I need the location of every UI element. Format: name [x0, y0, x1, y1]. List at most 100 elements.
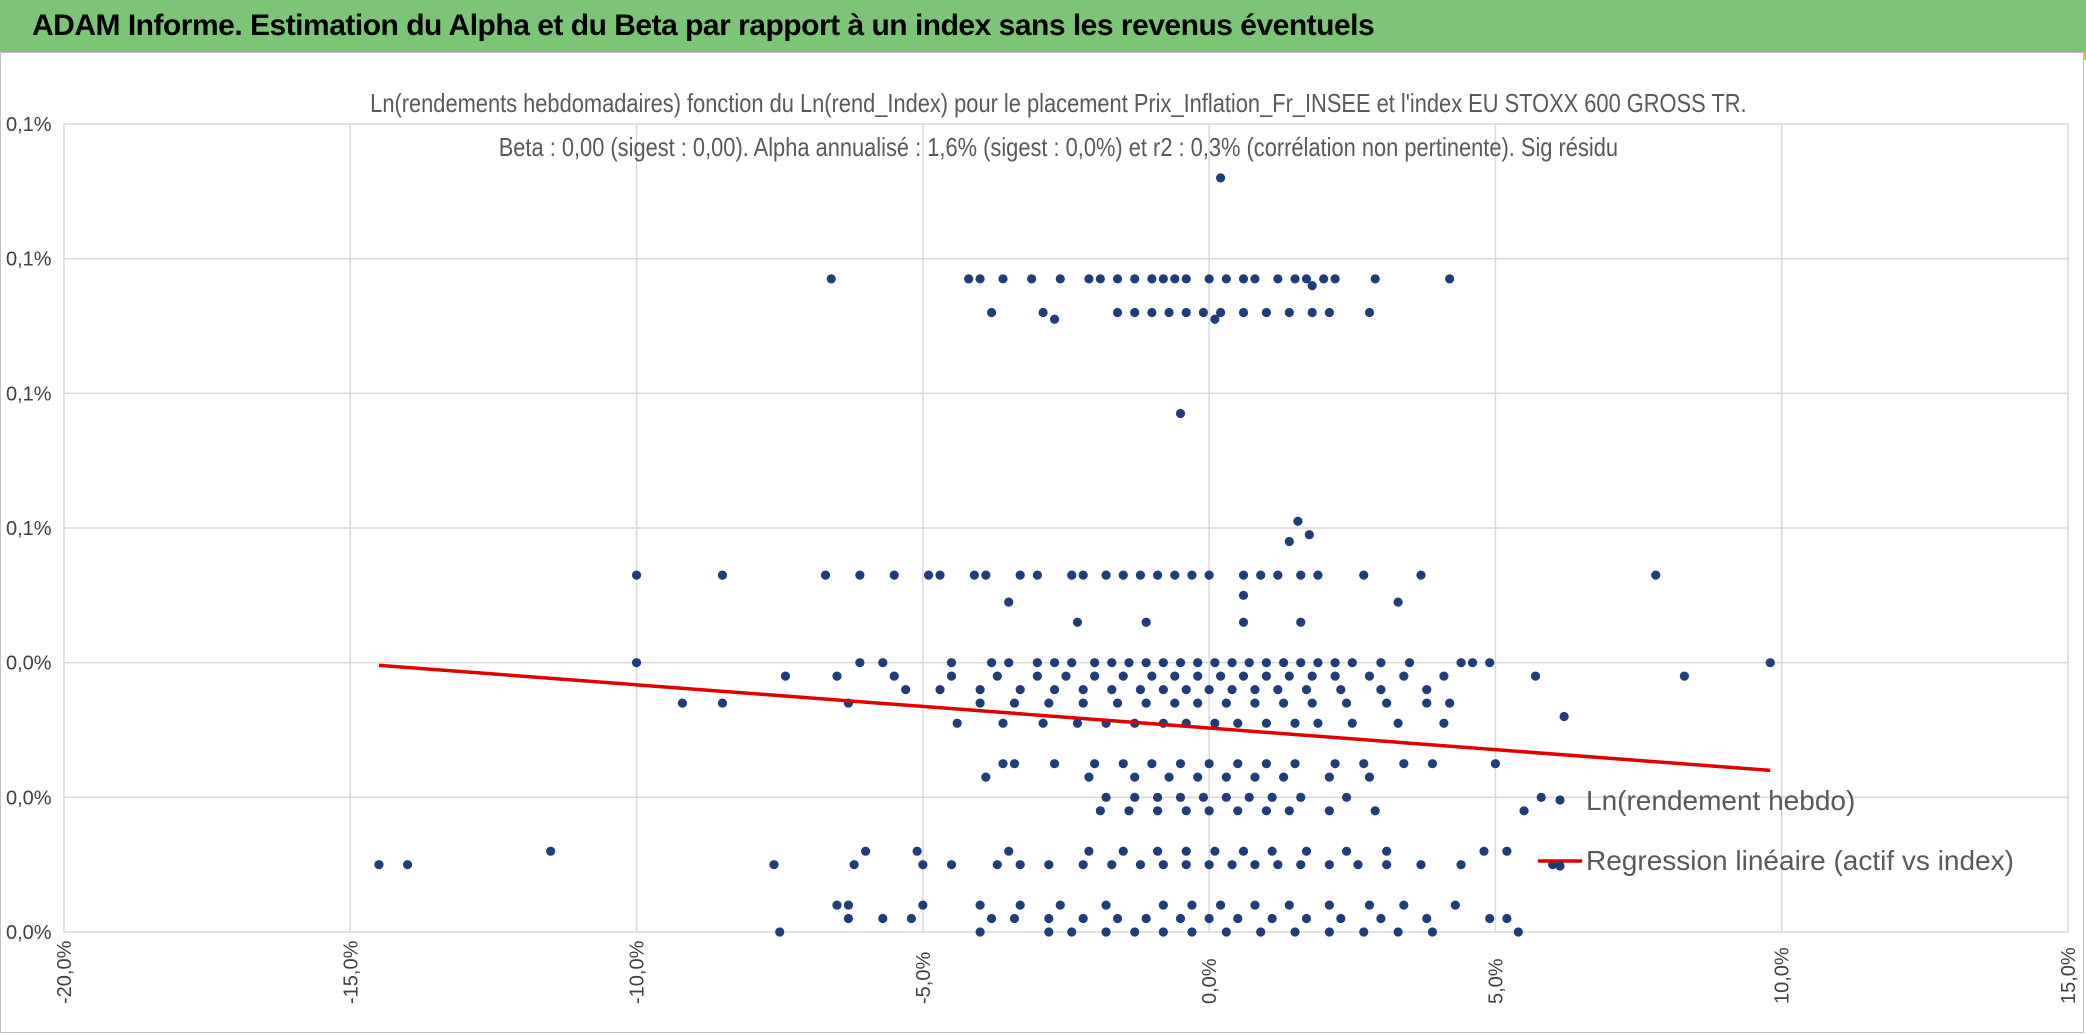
chart-area: [0, 52, 2084, 1033]
data-point: [975, 927, 985, 937]
data-point: [1193, 772, 1203, 782]
data-point: [1130, 792, 1140, 802]
data-point: [1341, 698, 1352, 708]
data-point: [1147, 671, 1157, 681]
data-point: [1238, 570, 1249, 580]
data-point: [1175, 658, 1186, 668]
data-point: [1353, 860, 1363, 870]
data-point: [1284, 806, 1294, 816]
data-point: [717, 698, 728, 708]
data-point: [1304, 530, 1314, 540]
data-point: [1324, 927, 1334, 937]
data-point: [1153, 806, 1163, 816]
data-point: [1250, 698, 1260, 708]
data-point: [1399, 759, 1409, 769]
data-point: [1038, 718, 1048, 728]
data-point: [1158, 900, 1168, 910]
data-point: [1261, 806, 1271, 816]
data-point: [631, 570, 642, 580]
data-point: [1078, 913, 1088, 924]
data-point: [1130, 274, 1140, 284]
data-point: [1124, 658, 1134, 668]
data-point: [1267, 792, 1277, 802]
data-point: [1238, 590, 1249, 600]
x-tick-label: 0,0%: [1199, 958, 1221, 1004]
data-point: [546, 846, 556, 856]
data-point: [1027, 274, 1037, 284]
data-point: [1158, 274, 1168, 284]
data-point: [1095, 274, 1105, 284]
data-point: [1135, 570, 1146, 580]
data-point: [1313, 718, 1323, 728]
data-point: [1032, 671, 1042, 681]
data-point: [1032, 570, 1042, 580]
data-point: [1238, 617, 1249, 627]
data-point: [1198, 307, 1209, 318]
data-point: [1187, 570, 1197, 580]
data-point: [1107, 685, 1117, 695]
data-point: [1170, 570, 1180, 580]
data-point: [918, 860, 928, 870]
data-point: [1456, 658, 1466, 668]
data-point: [1278, 658, 1289, 668]
data-point: [1244, 792, 1254, 802]
data-point: [1198, 792, 1209, 802]
data-point: [1347, 658, 1357, 668]
data-point: [1181, 846, 1191, 856]
y-tick-label: 0,1%: [6, 518, 52, 540]
data-point: [1004, 597, 1014, 607]
data-point: [1032, 658, 1042, 668]
data-point: [1090, 759, 1100, 769]
data-point: [775, 927, 785, 937]
data-point: [1221, 792, 1231, 802]
data-point: [1141, 698, 1151, 708]
data-point: [1341, 846, 1352, 856]
data-point: [1153, 570, 1163, 580]
data-point: [1479, 846, 1489, 856]
data-point: [1130, 772, 1140, 782]
data-point: [1364, 307, 1375, 318]
data-point: [1118, 671, 1128, 681]
y-tick-label: 0,0%: [6, 787, 52, 809]
data-point: [1284, 536, 1294, 547]
data-point: [1382, 698, 1392, 708]
data-point: [1427, 759, 1438, 769]
data-point: [1084, 274, 1094, 284]
data-point: [1261, 718, 1271, 728]
data-point: [1215, 900, 1226, 910]
data-point: [1765, 658, 1775, 668]
data-point: [918, 900, 928, 910]
data-point: [1158, 658, 1168, 668]
data-point: [1101, 927, 1111, 937]
data-point: [1250, 772, 1260, 782]
data-point: [1278, 772, 1289, 782]
data-point: [1015, 860, 1025, 870]
data-point: [843, 900, 854, 910]
data-point: [1393, 927, 1403, 937]
report-header: ADAM Informe. Estimation du Alpha et du …: [0, 0, 2086, 52]
data-point: [1095, 806, 1105, 816]
x-tick-label: -5,0%: [913, 952, 935, 1004]
data-point: [1187, 927, 1197, 937]
x-tick-label: -15,0%: [340, 940, 362, 1004]
data-point: [1015, 570, 1025, 580]
data-point: [1278, 698, 1289, 708]
data-point: [861, 846, 871, 856]
data-point: [1301, 274, 1312, 284]
data-point: [1490, 759, 1501, 769]
data-point: [1439, 718, 1449, 728]
data-point: [1238, 274, 1249, 284]
data-point: [1347, 718, 1357, 728]
data-point: [986, 913, 997, 924]
data-point: [1044, 927, 1054, 937]
data-point: [1307, 671, 1317, 681]
data-point: [1061, 671, 1071, 681]
data-point: [1204, 860, 1214, 870]
data-point: [1175, 792, 1186, 802]
data-point: [1439, 671, 1449, 681]
data-point: [1416, 570, 1426, 580]
data-point: [1215, 671, 1226, 681]
data-point: [1422, 698, 1432, 708]
data-point: [1227, 860, 1237, 870]
